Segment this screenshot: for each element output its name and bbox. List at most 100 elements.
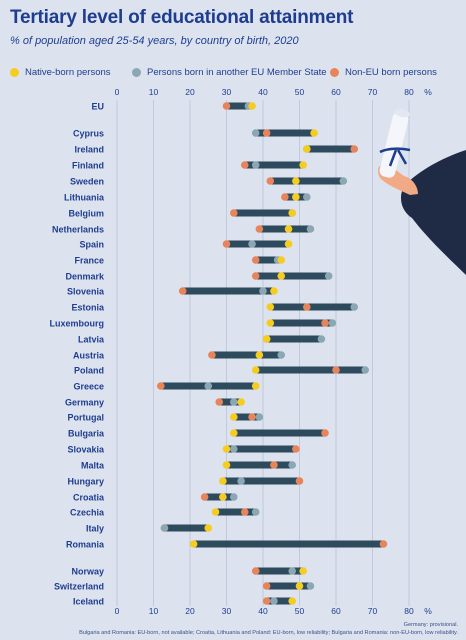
row-label: Austria bbox=[73, 351, 105, 361]
point-eu bbox=[306, 225, 315, 233]
point-noneu bbox=[262, 597, 271, 605]
point-eu bbox=[259, 287, 267, 295]
x-axis-top-tick-label: 80 bbox=[404, 87, 414, 97]
row-label: Romania bbox=[66, 540, 105, 550]
point-noneu bbox=[332, 366, 340, 374]
row-poland: Poland bbox=[74, 366, 370, 376]
point-eu bbox=[230, 398, 238, 406]
point-native bbox=[284, 225, 293, 233]
point-eu bbox=[204, 382, 213, 390]
point-eu bbox=[248, 240, 256, 248]
point-native bbox=[219, 477, 227, 485]
row-label: Luxembourg bbox=[49, 319, 104, 329]
x-axis-top-tick-label: 0 bbox=[115, 87, 120, 97]
point-noneu bbox=[262, 129, 271, 137]
row-ireland: Ireland bbox=[74, 145, 359, 155]
point-native bbox=[299, 567, 307, 575]
diploma-ribbon-shape bbox=[379, 147, 411, 167]
point-eu bbox=[328, 319, 337, 327]
diploma-scroll-end-shape bbox=[394, 108, 410, 118]
row-label: Portugal bbox=[67, 413, 104, 423]
row-label: Hungary bbox=[67, 477, 104, 487]
point-noneu bbox=[251, 567, 260, 575]
x-axis-top-tick-label: 60 bbox=[331, 87, 341, 97]
point-native bbox=[222, 445, 231, 453]
row-finland: Finland bbox=[72, 161, 307, 171]
point-eu bbox=[251, 508, 260, 516]
point-native bbox=[189, 540, 198, 548]
x-axis-bottom-tick-label: 50 bbox=[295, 606, 305, 616]
point-native bbox=[262, 335, 271, 343]
point-eu bbox=[317, 335, 326, 343]
row-label: Poland bbox=[74, 366, 104, 376]
legend-label-native: Native-born persons bbox=[25, 67, 111, 78]
footnote-provisional: Germany: provisional. bbox=[403, 622, 458, 628]
x-axis-bottom-tick-label: 60 bbox=[331, 606, 341, 616]
row-iceland: Iceland bbox=[73, 597, 297, 607]
row-france: France bbox=[74, 256, 286, 266]
point-native bbox=[266, 303, 275, 311]
row-luxembourg: Luxembourg bbox=[49, 319, 337, 329]
row-label: Latvia bbox=[78, 335, 105, 345]
row-label: Spain bbox=[79, 240, 104, 250]
row-latvia: Latvia bbox=[78, 335, 326, 345]
row-slovakia: Slovakia bbox=[67, 445, 300, 455]
point-noneu bbox=[379, 540, 388, 548]
point-noneu bbox=[208, 351, 216, 359]
point-eu bbox=[339, 177, 348, 185]
x-axis-top-tick-label: 20 bbox=[185, 87, 195, 97]
row-label: Lithuania bbox=[64, 193, 105, 203]
point-noneu bbox=[255, 225, 264, 233]
point-noneu bbox=[157, 382, 165, 390]
row-croatia: Croatia bbox=[73, 493, 238, 503]
legend-item-eu: Persons born in another EU Member State bbox=[132, 67, 327, 78]
x-axis-top-tick-label: 70 bbox=[368, 87, 378, 97]
row-greece: Greece bbox=[73, 382, 260, 392]
row-label: Denmark bbox=[65, 272, 105, 282]
point-eu bbox=[255, 413, 264, 421]
row-slovenia: Slovenia bbox=[67, 287, 278, 297]
row-bulgaria: Bulgaria bbox=[68, 429, 329, 439]
legend-label-eu: Persons born in another EU Member State bbox=[147, 67, 327, 78]
x-axis-top-tick-label: 10 bbox=[149, 87, 159, 97]
legend-label-noneu: Non-EU born persons bbox=[345, 67, 437, 78]
point-native bbox=[251, 366, 260, 374]
point-eu bbox=[270, 597, 278, 605]
row-label: Iceland bbox=[73, 597, 104, 607]
point-eu bbox=[324, 272, 333, 280]
x-axis-top-tick-label: 30 bbox=[222, 87, 232, 97]
point-noneu bbox=[230, 209, 238, 217]
row-label: Croatia bbox=[73, 493, 105, 503]
row-label: Finland bbox=[72, 161, 104, 171]
point-native bbox=[204, 524, 213, 532]
point-noneu bbox=[281, 193, 289, 201]
point-eu bbox=[288, 461, 297, 469]
point-native bbox=[277, 272, 286, 280]
row-label: Cyprus bbox=[73, 129, 104, 139]
point-native bbox=[303, 145, 311, 153]
row-italy: Italy bbox=[86, 524, 213, 534]
row-denmark: Denmark bbox=[65, 272, 333, 282]
point-eu bbox=[277, 351, 286, 359]
row-label: Netherlands bbox=[52, 225, 104, 235]
legend-swatch-noneu bbox=[330, 68, 339, 77]
point-native bbox=[284, 240, 293, 248]
row-malta: Malta bbox=[81, 461, 297, 471]
point-eu bbox=[251, 161, 260, 169]
chart-subtitle: % of population aged 25-54 years, by cou… bbox=[10, 35, 299, 47]
point-native bbox=[251, 382, 260, 390]
row-austria: Austria bbox=[73, 351, 286, 361]
point-native bbox=[288, 209, 297, 217]
point-eu bbox=[237, 477, 245, 485]
point-eu bbox=[160, 524, 169, 532]
x-axis-bottom-tick-label: 30 bbox=[222, 606, 232, 616]
x-axis-bottom: 0 10 20 30 40 50 60 70 80% bbox=[115, 606, 433, 616]
row-label: Norway bbox=[71, 567, 104, 577]
x-axis-top-tick-label: % bbox=[424, 87, 432, 97]
point-noneu bbox=[222, 102, 231, 110]
point-eu bbox=[361, 366, 370, 374]
point-eu bbox=[230, 493, 238, 501]
row-label: Slovenia bbox=[67, 287, 105, 297]
point-noneu bbox=[321, 319, 329, 327]
